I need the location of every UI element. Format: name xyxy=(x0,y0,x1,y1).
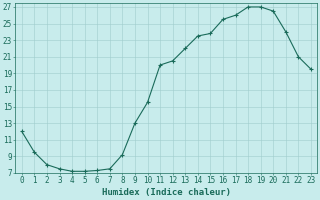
X-axis label: Humidex (Indice chaleur): Humidex (Indice chaleur) xyxy=(102,188,231,197)
